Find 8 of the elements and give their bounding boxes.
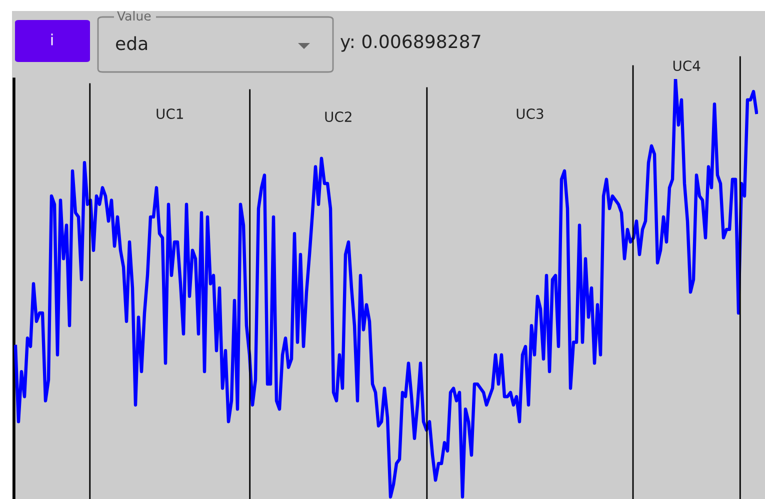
annotation: UC3 <box>516 108 544 120</box>
text: Value <box>117 10 151 21</box>
text: y: 0.006898287 <box>340 34 480 52</box>
text: eda <box>116 36 147 50</box>
text: UC4 <box>673 60 700 72</box>
annotation: UC1 <box>156 108 183 120</box>
text: i <box>51 34 53 46</box>
annotation: UC2 <box>325 112 352 122</box>
